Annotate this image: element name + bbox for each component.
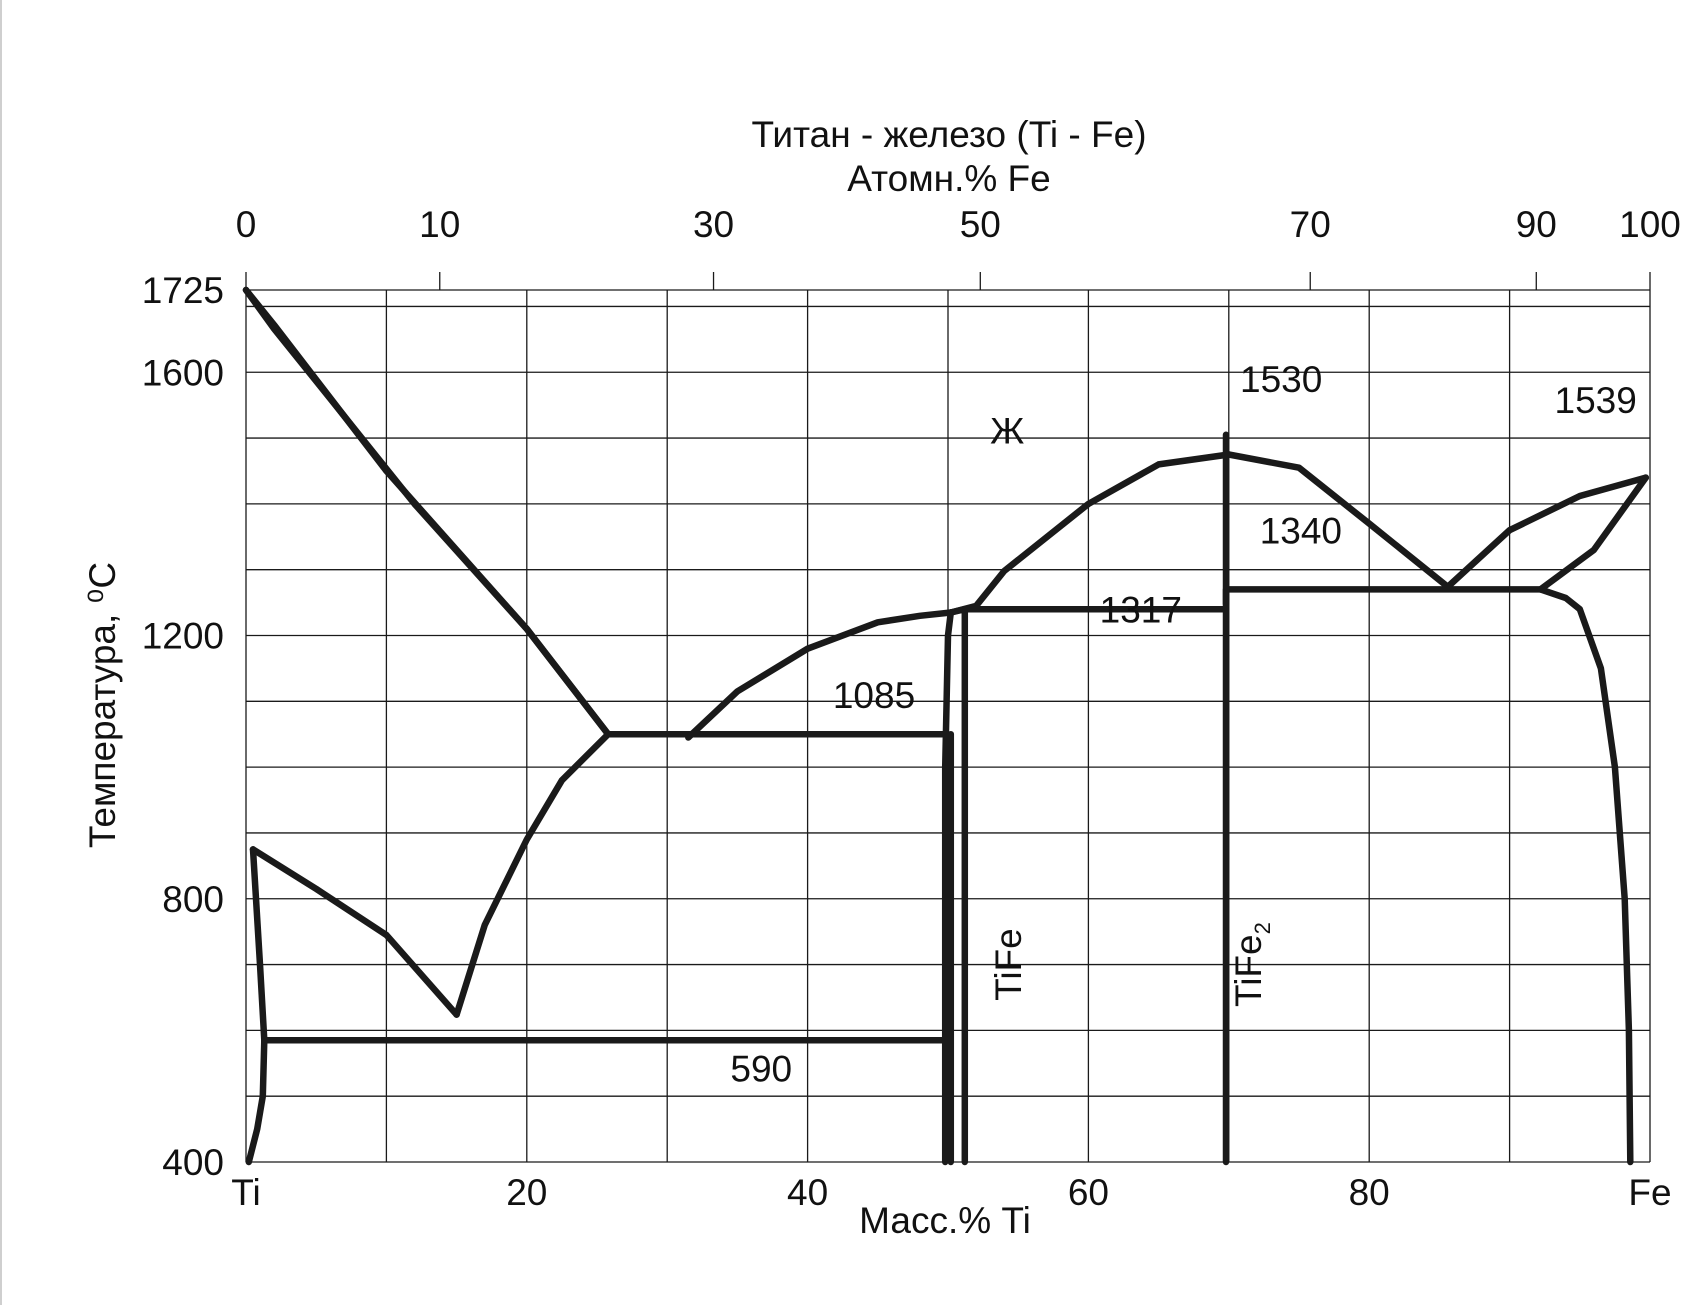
annotation-label: 1539 [1555,380,1637,421]
x-tick-label-bottom: 40 [787,1172,828,1213]
x-tick-label-top: 0 [236,204,257,245]
x-tick-label-bottom: 60 [1068,1172,1109,1213]
y-tick-label: 1600 [142,352,224,393]
x-tick-label-top: 50 [960,204,1001,245]
x-tick-label-top: 10 [419,204,460,245]
annotation-label: Ж [990,410,1024,451]
annotation-label: 1085 [833,675,915,716]
phase-boundary-line [453,730,612,1018]
phase-boundary-line [947,451,1233,616]
scan-edge-line [0,0,2,1305]
phase-boundary-line [1222,586,1544,608]
annotation-label: 590 [730,1049,792,1090]
annotation-label: 1317 [1100,589,1182,630]
y-tick-label: 400 [162,1142,224,1183]
x-axis-label: Масс.% Ti [859,1200,1031,1241]
y-tick-label: 1200 [142,616,224,657]
annotation-label: TiFe [988,928,1029,1001]
annotations: 1530 1539 Ж 1340 1317 1085 590 TiFe TiFe2 [730,359,1636,1090]
phase-boundary-line [242,286,612,738]
x-tick-label-bottom: 20 [506,1172,547,1213]
chart-title: Титан - железо (Ti - Fe) [751,114,1146,155]
x-tick-label-bottom: Ti [231,1172,260,1213]
annotation-subscript: 2 [1250,922,1275,934]
annotation-label: TiFe2 [1228,922,1275,1007]
annotation-label: 1530 [1240,359,1322,400]
x-tick-label-top: 30 [693,204,734,245]
x-tick-label-top: 90 [1516,204,1557,245]
phase-boundary-line [1537,474,1650,593]
y-axis-label: Температура, ⁰C [82,562,123,848]
phase-boundary-line [1225,451,1452,591]
phase-boundary-line [1444,474,1650,591]
phase-boundary-line [685,609,955,741]
phase-boundary-line [245,846,268,1166]
x-tick-label-top: 100 [1619,204,1681,245]
phase-boundaries [242,286,1650,1166]
y-tick-label: 1725 [142,270,224,311]
phase-boundary-line [941,609,955,1166]
phase-boundary-line [1537,586,1634,1166]
annotation-label: 1340 [1260,510,1342,551]
x-tick-label-bottom: 80 [1349,1172,1390,1213]
phase-boundary-line [249,846,460,1018]
y-tick-label: 800 [162,879,224,920]
x-tick-label-top: 70 [1290,204,1331,245]
top-axis-label: Атомн.% Fe [847,158,1050,199]
x-tick-label-bottom: Fe [1628,1172,1671,1213]
axis-labels: Титан - железо (Ti - Fe) Атомн.% Fe Масс… [82,114,1147,1241]
